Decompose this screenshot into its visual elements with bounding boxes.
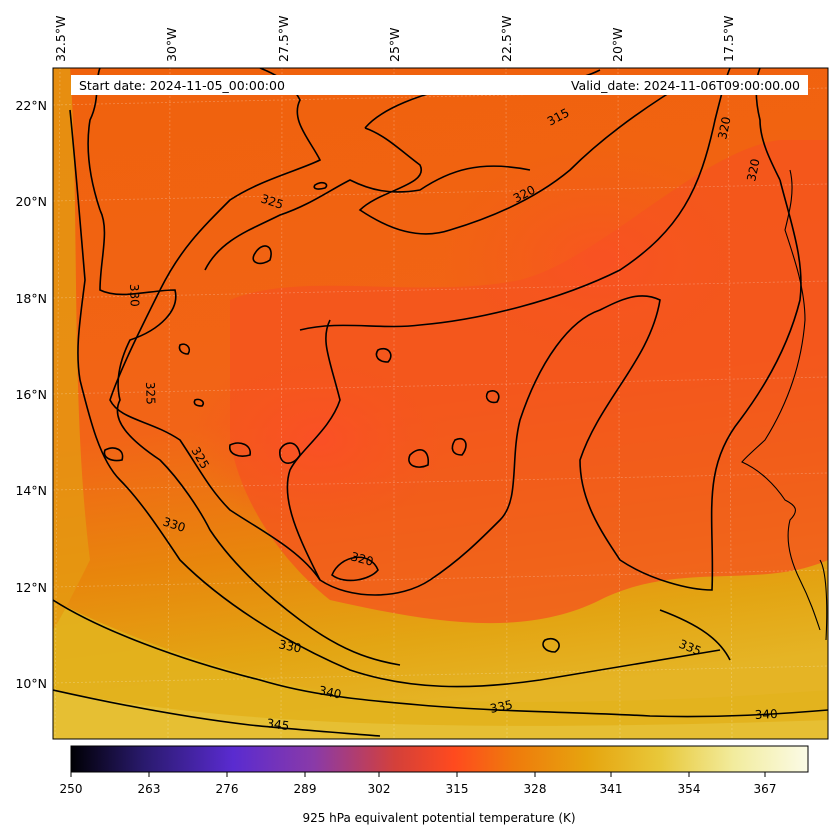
lon-label: 22.5°W — [499, 16, 514, 62]
lat-label: 16°N — [15, 387, 47, 402]
colorbar-tick-label: 250 — [60, 782, 83, 796]
contour-label: 330 — [161, 515, 187, 535]
valid-date-text: Valid_date: 2024-11-06T09:00:00.00 — [571, 78, 800, 93]
lat-label: 18°N — [15, 291, 47, 306]
longitude-labels: 32.5°W 30°W 27.5°W 25°W 22.5°W 20°W 17.5… — [53, 16, 736, 62]
lon-label: 30°W — [164, 27, 179, 62]
lon-label: 27.5°W — [276, 16, 291, 62]
lat-label: 20°N — [15, 194, 47, 209]
lon-label: 20°W — [610, 27, 625, 62]
colorbar-tick-label: 341 — [600, 782, 623, 796]
coastline — [741, 169, 828, 641]
colorbar-tick-label: 354 — [678, 782, 701, 796]
colorbar-tick-label: 263 — [138, 782, 161, 796]
colorbar-tick-label: 289 — [294, 782, 317, 796]
colorbar-label: 925 hPa equivalent potential temperature… — [302, 811, 575, 825]
lon-label: 17.5°W — [721, 16, 736, 62]
colorbar — [70, 745, 809, 773]
colorbar-tick-label: 302 — [368, 782, 391, 796]
colorbar-tick-label: 328 — [524, 782, 547, 796]
lat-label: 12°N — [15, 580, 47, 595]
contour-label: 345 — [266, 716, 291, 733]
contour-label: 320 — [715, 115, 733, 140]
map-frame — [52, 67, 829, 740]
temperature-field — [53, 68, 828, 739]
lat-label: 14°N — [15, 483, 47, 498]
lon-label: 25°W — [387, 27, 402, 62]
colorbar-ticks: 250 263 276 289 302 315 328 341 354 367 — [60, 772, 777, 796]
lat-label: 22°N — [15, 98, 47, 113]
contour-label: 335 — [489, 697, 514, 715]
contour-label: 340 — [317, 683, 342, 701]
lat-label: 10°N — [15, 676, 47, 691]
contour-label: 330 — [127, 284, 142, 307]
colorbar-tick-label: 367 — [754, 782, 777, 796]
contour-label: 325 — [143, 382, 158, 405]
contour-label: 325 — [259, 192, 285, 212]
latitude-labels: 22°N 20°N 18°N 16°N 14°N 12°N 10°N — [15, 98, 47, 691]
contour-label: 320 — [349, 549, 375, 568]
contour-label: 320 — [744, 157, 762, 182]
colorbar-tick-label: 315 — [446, 782, 469, 796]
contour-label: 340 — [754, 707, 778, 722]
date-info-box — [71, 75, 808, 95]
lon-label: 32.5°W — [53, 16, 68, 62]
contour-label: 330 — [277, 637, 302, 655]
colorbar-tick-label: 276 — [216, 782, 239, 796]
start-date-text: Start date: 2024-11-05_00:00:00 — [79, 78, 285, 93]
